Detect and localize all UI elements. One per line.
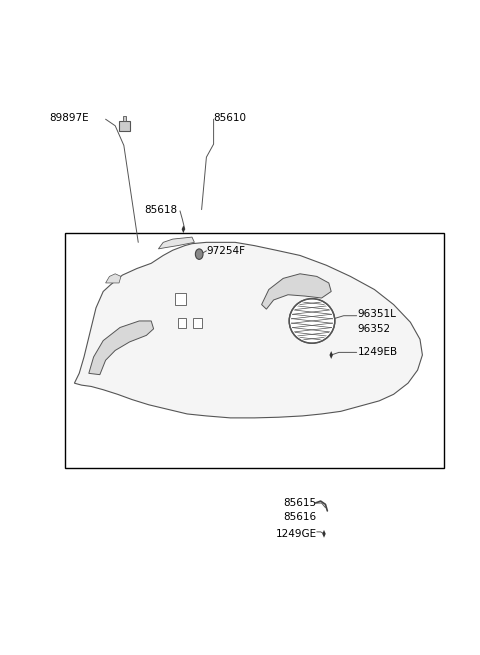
Bar (65, 233, 444, 468)
Ellipse shape (289, 299, 335, 343)
Polygon shape (158, 237, 194, 249)
Bar (178, 318, 186, 328)
Polygon shape (329, 351, 333, 359)
Bar (175, 293, 186, 305)
Text: 96352: 96352 (358, 324, 391, 335)
Bar (302, 322, 317, 334)
Polygon shape (89, 321, 154, 375)
Text: 85616: 85616 (283, 512, 316, 523)
Polygon shape (74, 242, 422, 418)
Text: 96351L: 96351L (358, 309, 396, 320)
Text: 1249GE: 1249GE (276, 529, 317, 539)
Bar (119, 121, 130, 131)
Text: 97254F: 97254F (206, 246, 245, 256)
Polygon shape (181, 225, 185, 233)
Text: 85615: 85615 (283, 498, 316, 508)
Polygon shape (262, 274, 331, 309)
Polygon shape (322, 530, 326, 538)
Text: 89897E: 89897E (49, 113, 89, 123)
Bar (193, 318, 202, 328)
Text: 85618: 85618 (144, 204, 178, 215)
Text: 1249EB: 1249EB (358, 347, 398, 358)
Bar (123, 117, 126, 121)
Polygon shape (106, 274, 121, 283)
Circle shape (195, 249, 203, 259)
Text: 85610: 85610 (214, 113, 247, 123)
